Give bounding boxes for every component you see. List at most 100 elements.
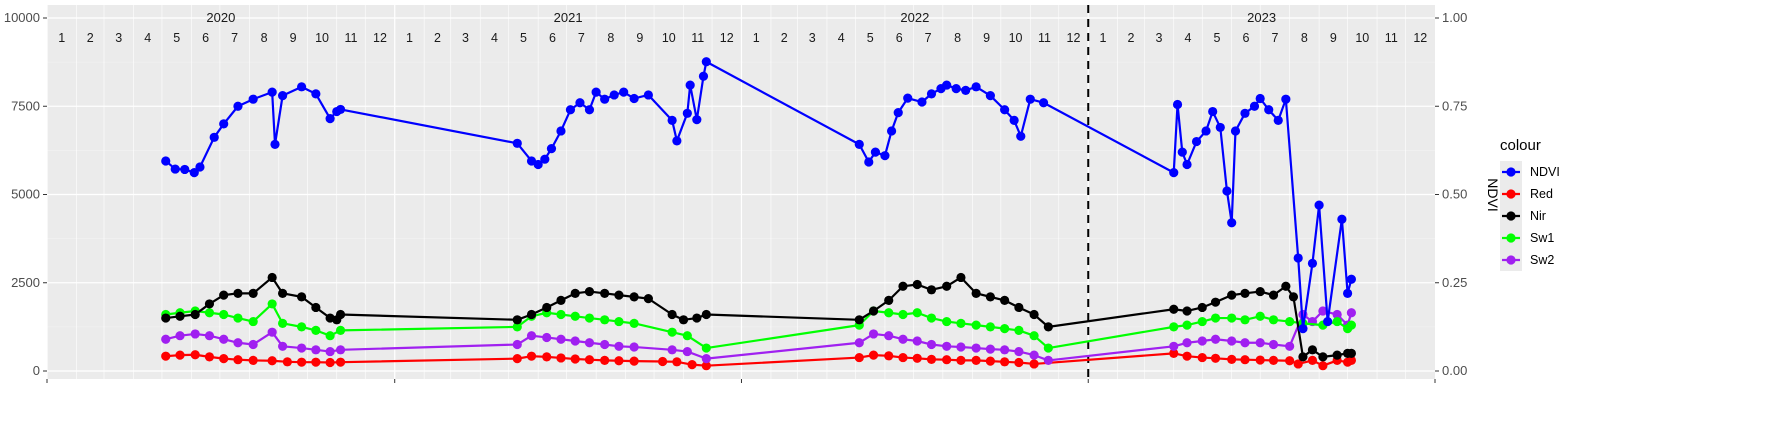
- data-point: [926, 313, 937, 323]
- data-point: [512, 339, 522, 350]
- data-point: [1227, 354, 1237, 364]
- data-point: [1177, 147, 1187, 157]
- data-point: [1169, 304, 1179, 314]
- y-right-tick-label: 1.00: [1442, 10, 1467, 25]
- data-point: [335, 104, 346, 115]
- data-point: [1346, 320, 1356, 330]
- data-point: [1210, 313, 1221, 323]
- data-point: [682, 108, 692, 118]
- data-point: [678, 315, 689, 325]
- data-point: [1346, 308, 1356, 318]
- data-point: [1298, 324, 1308, 334]
- month-label: 10: [1355, 31, 1369, 45]
- data-point: [204, 331, 215, 341]
- month-label: 5: [867, 31, 874, 45]
- month-label: 9: [636, 31, 643, 45]
- data-point: [912, 308, 922, 318]
- data-point: [584, 313, 595, 323]
- data-point: [175, 331, 185, 341]
- data-point: [161, 334, 171, 344]
- data-point: [1255, 311, 1265, 321]
- data-point: [1191, 136, 1202, 147]
- y-right-tick-label: 0.75: [1442, 98, 1467, 113]
- series-layer: [161, 57, 1356, 371]
- month-label: 1: [753, 31, 760, 45]
- data-point: [1255, 286, 1265, 297]
- year-labels: 2020 2021 2022 2023: [206, 10, 1276, 25]
- data-point: [912, 336, 922, 346]
- month-label: 8: [261, 31, 268, 45]
- data-point: [1029, 350, 1039, 360]
- data-point: [533, 159, 543, 170]
- data-point: [884, 308, 894, 318]
- data-point: [219, 290, 229, 300]
- data-point: [1240, 108, 1250, 118]
- data-point: [248, 94, 258, 104]
- data-point: [629, 93, 639, 104]
- data-point: [584, 338, 595, 348]
- data-point: [1182, 320, 1192, 330]
- month-label: 2: [781, 31, 788, 45]
- data-point: [512, 354, 522, 364]
- year-label: 2021: [554, 10, 583, 25]
- data-point: [1255, 93, 1265, 104]
- data-point: [219, 309, 229, 320]
- data-point: [570, 354, 580, 364]
- month-label: 11: [1385, 31, 1398, 45]
- month-label: 10: [315, 31, 329, 45]
- data-point: [512, 315, 522, 325]
- month-label: 11: [691, 31, 704, 45]
- data-point: [880, 151, 890, 161]
- data-point: [311, 357, 321, 367]
- data-point: [311, 302, 321, 313]
- data-point: [600, 355, 610, 366]
- data-point: [600, 94, 610, 104]
- data-point: [335, 325, 346, 336]
- data-point: [1009, 115, 1019, 125]
- month-label: 11: [345, 31, 358, 45]
- data-point: [985, 322, 995, 332]
- data-point: [1000, 105, 1010, 115]
- data-point: [692, 313, 702, 323]
- data-point: [325, 331, 335, 341]
- data-point: [1172, 99, 1183, 110]
- data-point: [961, 85, 971, 95]
- data-point: [854, 352, 864, 363]
- right-axis-title: NDVI: [1485, 178, 1501, 211]
- data-point: [311, 325, 321, 336]
- data-point: [233, 338, 243, 348]
- month-label: 9: [290, 31, 297, 45]
- data-point: [1268, 355, 1279, 366]
- data-point: [971, 288, 981, 298]
- data-point: [1014, 357, 1024, 368]
- data-point: [1201, 126, 1211, 136]
- month-label: 3: [462, 31, 469, 45]
- data-point: [1264, 105, 1274, 115]
- data-point: [1043, 343, 1053, 353]
- legend-title: colour: [1500, 137, 1541, 154]
- month-label: 9: [983, 31, 990, 45]
- month-label: 8: [954, 31, 961, 45]
- data-point: [667, 345, 677, 355]
- month-label: 5: [173, 31, 180, 45]
- month-label: 7: [231, 31, 238, 45]
- data-point: [248, 355, 258, 366]
- data-point: [864, 157, 874, 167]
- month-label: 7: [925, 31, 932, 45]
- data-point: [1346, 274, 1356, 284]
- data-point: [1293, 359, 1303, 369]
- right-axis: 0.00 0.25 0.50 0.75 1.00: [1435, 10, 1467, 378]
- month-label: 12: [373, 31, 387, 45]
- month-label: 3: [1156, 31, 1163, 45]
- legend-label: Nir: [1530, 209, 1546, 223]
- data-point: [204, 299, 215, 309]
- data-point: [540, 154, 550, 164]
- month-label: 3: [809, 31, 816, 45]
- data-point: [278, 318, 288, 328]
- data-point: [903, 93, 913, 103]
- data-point: [180, 164, 190, 175]
- month-label: 8: [607, 31, 614, 45]
- data-point: [195, 162, 205, 172]
- data-point: [556, 295, 566, 305]
- data-point: [1240, 315, 1250, 325]
